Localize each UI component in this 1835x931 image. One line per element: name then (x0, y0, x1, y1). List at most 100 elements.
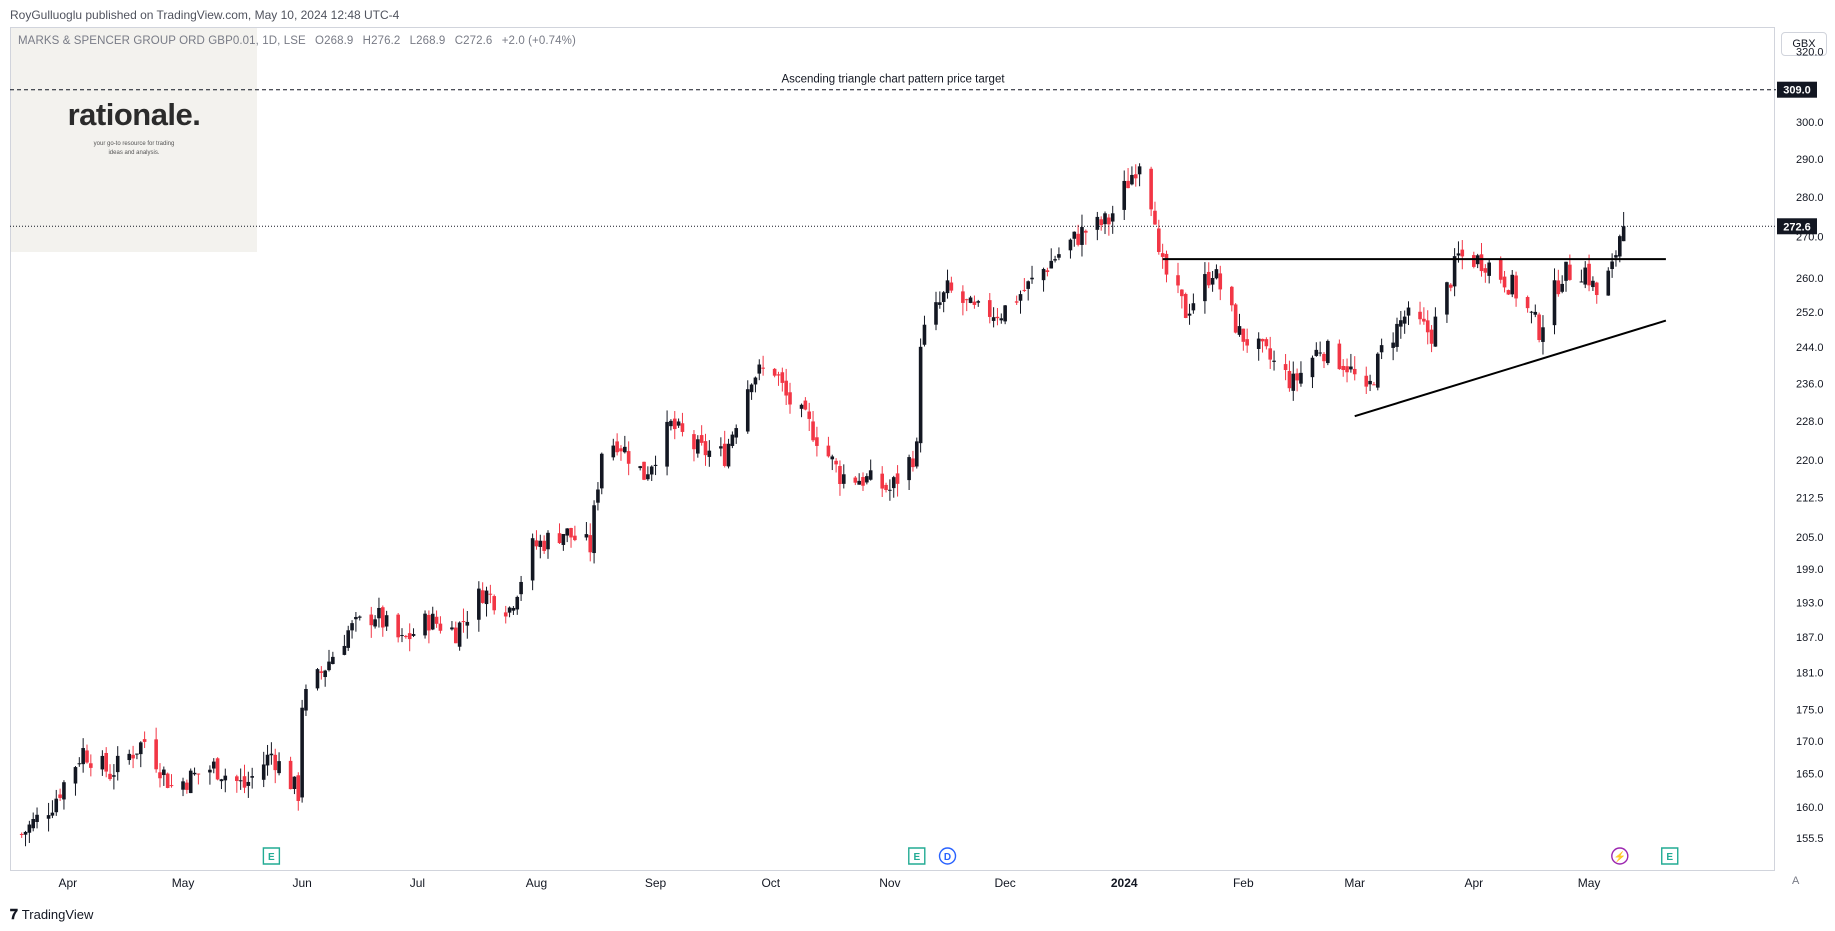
candle-body (1460, 249, 1465, 257)
earnings-event-icon (908, 847, 926, 865)
candle-body (1514, 275, 1518, 299)
candle-body (1026, 281, 1030, 289)
candle-body (799, 404, 804, 409)
candle-body (242, 776, 247, 788)
candle-body (50, 812, 55, 816)
candle-body (465, 621, 470, 626)
x-tick-label: Sep (645, 876, 667, 890)
tradingview-branding[interactable]: 𝟕 TradingView (10, 906, 93, 923)
candle-body (427, 614, 431, 631)
candle-body (719, 446, 723, 449)
ohlc-change: +2.0 (+0.74%) (501, 35, 576, 47)
candle-body (1160, 253, 1165, 257)
y-tick-label: 212.5 (1796, 493, 1824, 505)
candle-body (1241, 328, 1246, 342)
candle-body (784, 380, 788, 396)
candle-body (561, 533, 566, 545)
tradingview-logo-icon: 𝟕 (10, 906, 18, 922)
candle-body (753, 377, 758, 385)
candle-body (1352, 368, 1357, 375)
candle-body (1610, 261, 1614, 270)
y-tick-label: 199.0 (1796, 564, 1824, 576)
candle-body (377, 607, 381, 619)
y-tick-label: 220.0 (1796, 455, 1824, 467)
y-tick-label: 175.0 (1796, 704, 1824, 716)
candle-body (400, 635, 404, 637)
candle-body (1529, 311, 1534, 313)
event-glyph: D (944, 852, 951, 863)
candle-body (188, 770, 193, 794)
candle-body (730, 434, 735, 446)
candle-body (315, 669, 320, 689)
x-tick-label: May (172, 876, 195, 890)
candle-body (1606, 270, 1611, 296)
chart-pane[interactable] (10, 27, 1775, 871)
candle-body (672, 418, 677, 430)
candle-body (89, 763, 93, 768)
candle-body (934, 302, 938, 325)
candle-body (703, 441, 708, 456)
candle-body (914, 441, 919, 467)
candle-body (1564, 261, 1568, 281)
candle-body (138, 742, 143, 755)
candle-body (515, 596, 520, 610)
event-glyph: E (1666, 852, 1673, 863)
candle-body (530, 538, 535, 581)
candle-body (112, 775, 116, 777)
candle-body (181, 781, 185, 790)
candle-body (1203, 274, 1207, 302)
candle-body (1103, 213, 1107, 225)
candle-body (1126, 180, 1130, 189)
symbol-legend[interactable]: MARKS & SPENCER GROUP ORD GBP0.01, 1D, L… (18, 35, 582, 47)
candle-body (519, 581, 523, 595)
candle-body (1472, 255, 1476, 267)
currency-button[interactable]: GBX (1781, 32, 1827, 56)
candle-body (319, 671, 324, 673)
candle-body (584, 534, 589, 538)
candle-body (895, 473, 900, 484)
event-glyph: E (913, 852, 920, 863)
candle-body (19, 833, 24, 835)
candle-body (857, 480, 861, 485)
candle-body (77, 763, 82, 765)
y-tick-label: 193.0 (1796, 598, 1824, 610)
candle-body (803, 400, 808, 410)
candle-body (1260, 338, 1265, 342)
candle-body (826, 445, 831, 457)
logo-tagline-line-1: your go-to resource for trading (93, 141, 175, 147)
candle-body (165, 773, 170, 788)
candle-body (1107, 217, 1111, 225)
candle-body (596, 489, 600, 503)
ohlc-close: C272.6 (454, 35, 493, 47)
y-tick-label: 290.0 (1796, 154, 1824, 166)
candle-body (807, 411, 812, 419)
candle-body (261, 764, 266, 780)
candle-body (323, 670, 327, 678)
candle-body (154, 739, 158, 770)
candle-body (100, 755, 105, 770)
published-by-text: RoyGulluoglu published on TradingView.co… (10, 8, 400, 22)
candle-body (85, 750, 89, 763)
candle-body (945, 280, 950, 294)
candle-body (1364, 375, 1369, 387)
candle-body (1456, 253, 1461, 256)
auto-scale-button[interactable]: A (1792, 875, 1800, 887)
candle-body (1445, 282, 1449, 315)
candle-body (407, 633, 412, 640)
candle-body (1099, 219, 1103, 226)
candle-body (922, 324, 927, 345)
candle-body (1122, 180, 1127, 210)
candle-body (891, 477, 896, 489)
candle-body (1291, 373, 1296, 391)
candle-body (1318, 352, 1322, 354)
candle-body (1621, 226, 1626, 242)
last-price-tag (1777, 218, 1817, 235)
candle-body (1233, 304, 1238, 333)
candle-body (1422, 318, 1426, 322)
earnings-event-icon (262, 847, 281, 865)
candle-body (1502, 276, 1507, 288)
candle-body (354, 616, 358, 620)
candle-body (404, 636, 408, 638)
candle-body (569, 527, 573, 538)
